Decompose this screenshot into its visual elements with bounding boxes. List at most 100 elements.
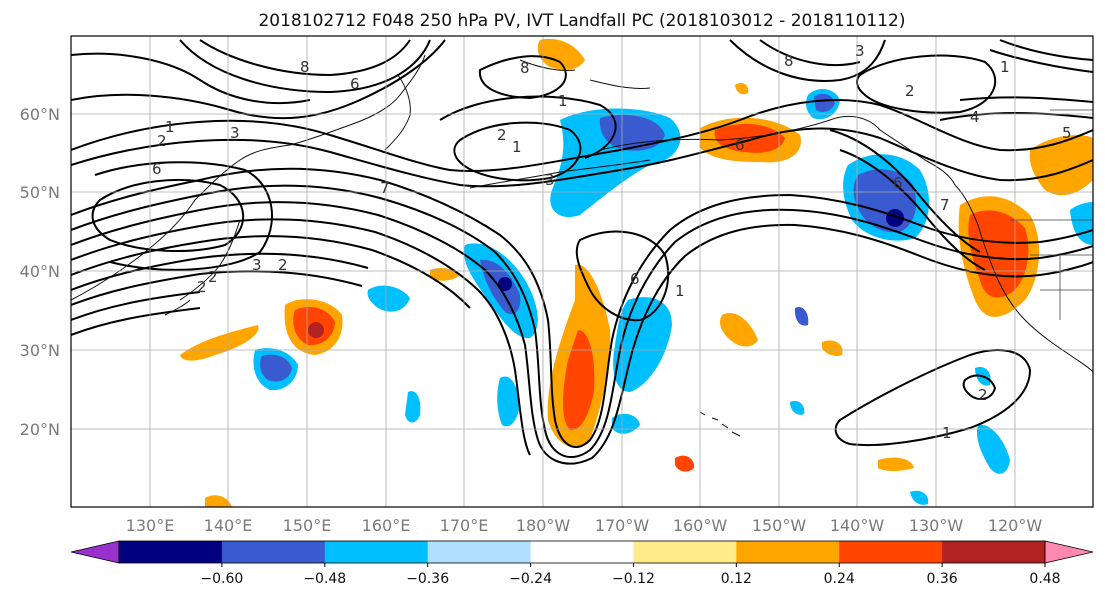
gridlines: [71, 36, 1093, 507]
pv-contour: [199, 39, 411, 77]
lon-tick-label: 130°W: [909, 516, 964, 535]
contour-label: 6: [735, 136, 745, 154]
longitude-axis: 130°E 140°E 150°E 160°E 170°E 180°W 170°…: [126, 516, 1043, 535]
pv-contour: [759, 39, 861, 67]
lon-tick-label: 130°E: [126, 516, 175, 535]
contour-label: 3: [545, 171, 555, 189]
negative-anomaly-region: [794, 306, 809, 326]
colorbar: −0.60 −0.48 −0.36 −0.24 −0.12 0.12 0.24 0.36 0.4…: [70, 540, 1094, 587]
contour-label: 6: [630, 270, 640, 288]
positive-anomaly-shading: [180, 38, 1093, 507]
kamchatka-coastline: [384, 74, 411, 151]
contour-label: 4: [970, 108, 980, 126]
pv-contour: [959, 96, 1093, 103]
pv-contour-closed: [439, 95, 617, 159]
pv-contour-closed: [453, 121, 582, 182]
pv-contour: [999, 39, 1093, 61]
pv-contour: [71, 307, 201, 336]
positive-anomaly-region: [180, 325, 259, 361]
pv-contour: [71, 270, 363, 306]
negative-anomaly-core: [814, 93, 835, 112]
pv-contour-closed: [834, 349, 1032, 447]
colorbar-extension-min: [70, 540, 120, 564]
contour-label: 5: [1062, 124, 1072, 142]
colorbar-segment: [942, 541, 1046, 563]
colorbar-extension-max: [1044, 540, 1094, 564]
pv-contour-closed: [856, 54, 997, 114]
lon-tick-label: 150°W: [752, 516, 807, 535]
lon-tick-label: 160°E: [362, 516, 411, 535]
pv-contour-closed: [962, 374, 997, 401]
contour-label: 7: [380, 179, 390, 197]
positive-anomaly-region: [735, 82, 749, 95]
positive-anomaly-region: [1029, 135, 1093, 196]
pv-contour-closed: [94, 161, 273, 271]
pv-contour-closed: [91, 179, 245, 252]
colorbar-tick-label: 0.24: [824, 571, 855, 587]
contour-label: 6: [152, 160, 162, 178]
pv-contour: [71, 167, 1093, 449]
contour-label: 3: [252, 256, 262, 274]
pv-contour: [179, 39, 431, 94]
colorbar-tick-label: 0.12: [721, 571, 752, 587]
lon-tick-label: 150°E: [283, 516, 332, 535]
map-frame: [70, 35, 1094, 508]
contour-label: 1: [942, 424, 952, 442]
colorbar-segment: [221, 541, 326, 563]
negative-anomaly-core: [260, 354, 292, 382]
colorbar-segment: [324, 541, 429, 563]
lat-tick-label: 20°N: [20, 420, 60, 439]
contour-label: 8: [784, 52, 794, 70]
negative-anomaly-max: [498, 277, 512, 291]
colorbar-tick-label: −0.12: [612, 571, 655, 587]
pv-contour-closed: [575, 230, 670, 322]
contour-label: 8: [300, 58, 310, 76]
bering-strait-coast: [519, 59, 651, 89]
contour-label: 2: [978, 386, 988, 404]
positive-anomaly-region: [675, 455, 695, 472]
positive-anomaly-max: [308, 322, 324, 338]
lon-tick-label: 170°E: [440, 516, 489, 535]
lat-tick-label: 40°N: [20, 262, 60, 281]
lon-tick-label: 160°W: [673, 516, 728, 535]
lon-tick-label: 170°W: [595, 516, 650, 535]
contour-labels: 8 6 1 2 3 6 7 2 3 2 2 8 1 2 1 3 6 1 8 6 …: [152, 42, 1072, 442]
contour-label: 1: [675, 282, 685, 300]
pv-contour: [829, 129, 981, 253]
lat-tick-label: 50°N: [20, 183, 60, 202]
pv-contour: [71, 291, 201, 321]
contour-label: 2: [497, 126, 507, 144]
contour-label: 1: [1000, 58, 1010, 76]
colorbar-tick-label: 0.36: [927, 571, 958, 587]
positive-anomaly-region: [822, 340, 843, 357]
aleutian-islands: [469, 159, 651, 189]
contour-label: 2: [905, 82, 915, 100]
lon-tick-label: 180°W: [516, 516, 571, 535]
positive-anomaly-region: [720, 312, 758, 347]
colorbar-tick-label: −0.60: [200, 571, 243, 587]
negative-anomaly-region: [1070, 202, 1093, 245]
colorbar-segment: [427, 541, 532, 563]
colorbar-segment: [736, 541, 840, 563]
pv-contour: [71, 235, 471, 309]
negative-anomaly-region: [976, 424, 1010, 474]
positive-anomaly-region: [537, 38, 585, 70]
japan-coastline: [164, 219, 241, 316]
pv-contour: [989, 49, 1093, 73]
contour-label: 3: [855, 42, 865, 60]
pv-contour: [839, 149, 986, 271]
latitude-axis: 60°N 50°N 40°N 30°N 20°N: [20, 105, 60, 439]
us-state-borders: [1010, 109, 1093, 320]
colorbar-tick-label: −0.36: [406, 571, 449, 587]
pv-contour: [71, 201, 1093, 465]
contour-label: 1: [558, 92, 568, 110]
contour-label: 7: [940, 196, 950, 214]
lon-tick-label: 140°E: [204, 516, 253, 535]
north-america-west-coastline: [954, 184, 1093, 373]
colorbar-segment: [839, 541, 943, 563]
pv-contour: [71, 184, 1093, 459]
positive-anomaly-region: [878, 457, 914, 471]
lat-tick-label: 30°N: [20, 341, 60, 360]
colorbar-segment: [633, 541, 737, 563]
